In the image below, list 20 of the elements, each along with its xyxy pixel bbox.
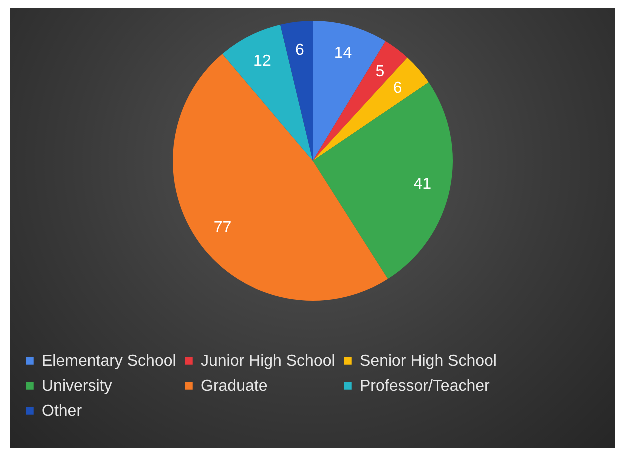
pie-slice [280,21,313,161]
data-label: 77 [214,219,232,236]
pie-slice [313,21,386,161]
data-label: 6 [295,42,304,59]
pie-slice [313,82,453,280]
data-label: 12 [254,53,272,70]
data-label: 5 [376,63,385,80]
pie-slice [222,24,313,161]
legend-label: University [42,378,112,395]
legend-label: Junior High School [201,353,336,370]
pie-slice [313,58,429,161]
data-label: 41 [414,176,432,193]
legend-label: Professor/Teacher [360,378,491,395]
legend-label: Graduate [201,378,268,395]
legend-label: Elementary School [42,353,176,370]
pie-slice [313,41,408,161]
data-label: 14 [334,45,352,62]
legend-label: Senior High School [360,353,497,370]
legend-label: Other [42,403,83,420]
data-label: 6 [393,80,402,97]
